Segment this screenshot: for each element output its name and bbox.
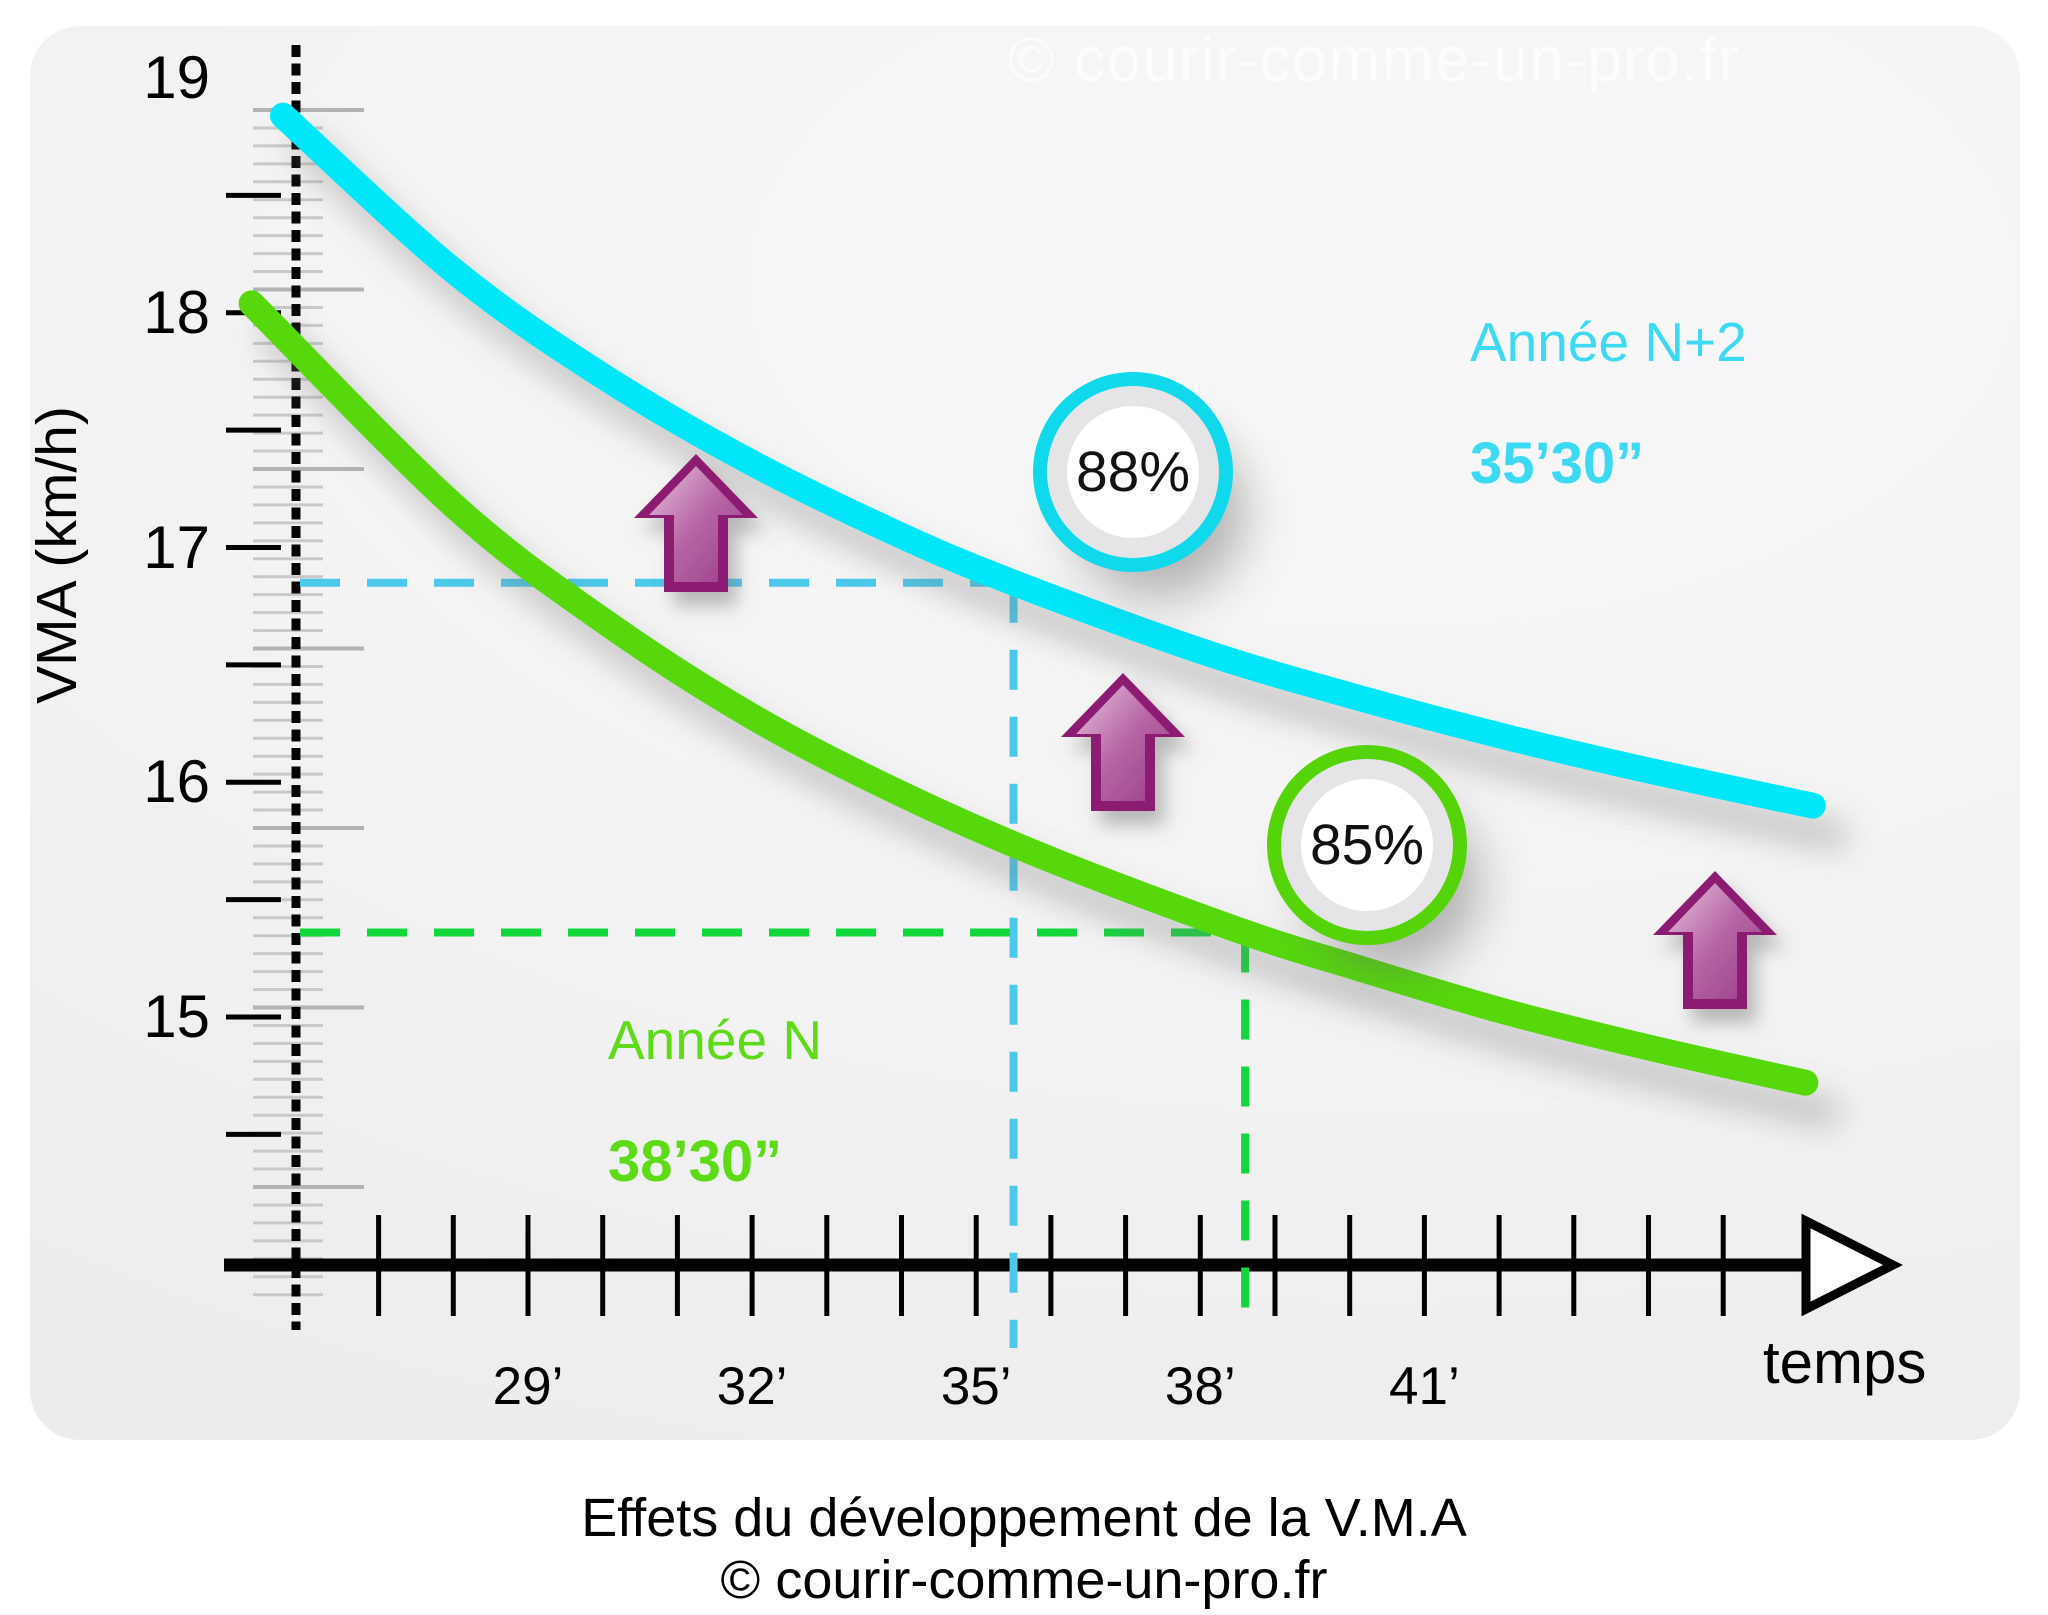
series-name: Année N — [608, 1009, 823, 1071]
percent-badge-85: 85% — [1281, 759, 1453, 931]
x-tick-label: 32’ — [716, 1357, 788, 1416]
curve-annee-n2 — [270, 102, 1826, 819]
y-tick-label: 16 — [143, 748, 210, 816]
series-record-time: 38’30” — [608, 1129, 783, 1194]
caption-credit: © courir-comme-un-pro.fr — [720, 1550, 1328, 1610]
badge-value: 88% — [1075, 440, 1191, 504]
caption-title: Effets du développement de la V.M.A — [581, 1488, 1467, 1548]
y-axis-unit-ticks — [226, 192, 281, 1137]
x-tick-label: 29’ — [492, 1357, 564, 1416]
x-tick-label: 38’ — [1164, 1357, 1236, 1416]
percent-badge-88: 88% — [1047, 386, 1219, 558]
series-label-annee-n: Année N 38’30” — [608, 1008, 822, 1195]
series-label-annee-n2: Année N+2 35’30” — [1470, 310, 1747, 497]
x-axis-title: temps — [1763, 1329, 1927, 1396]
y-tick-label: 17 — [143, 513, 210, 581]
y-axis-ruler-ticks — [253, 108, 364, 1297]
x-axis-arrowhead-icon — [1801, 1213, 1903, 1317]
up-arrow-icon — [1061, 673, 1185, 811]
y-tick-label: 18 — [143, 278, 210, 346]
watermark: © courir-comme-un-pro.fr — [1008, 25, 1741, 95]
up-arrow-icon — [634, 454, 758, 592]
y-tick-label: 15 — [143, 983, 210, 1050]
y-tick-label: 19 — [143, 44, 210, 111]
x-tick-label: 35’ — [940, 1357, 1012, 1416]
chart-panel — [30, 26, 2020, 1440]
x-tick-label: 41’ — [1389, 1357, 1460, 1416]
curve-annee-n — [238, 290, 1819, 1096]
series-record-time: 35’30” — [1470, 431, 1645, 496]
up-arrow-icon — [1653, 871, 1777, 1009]
series-name: Année N+2 — [1470, 311, 1747, 373]
badge-value: 85% — [1309, 813, 1425, 877]
